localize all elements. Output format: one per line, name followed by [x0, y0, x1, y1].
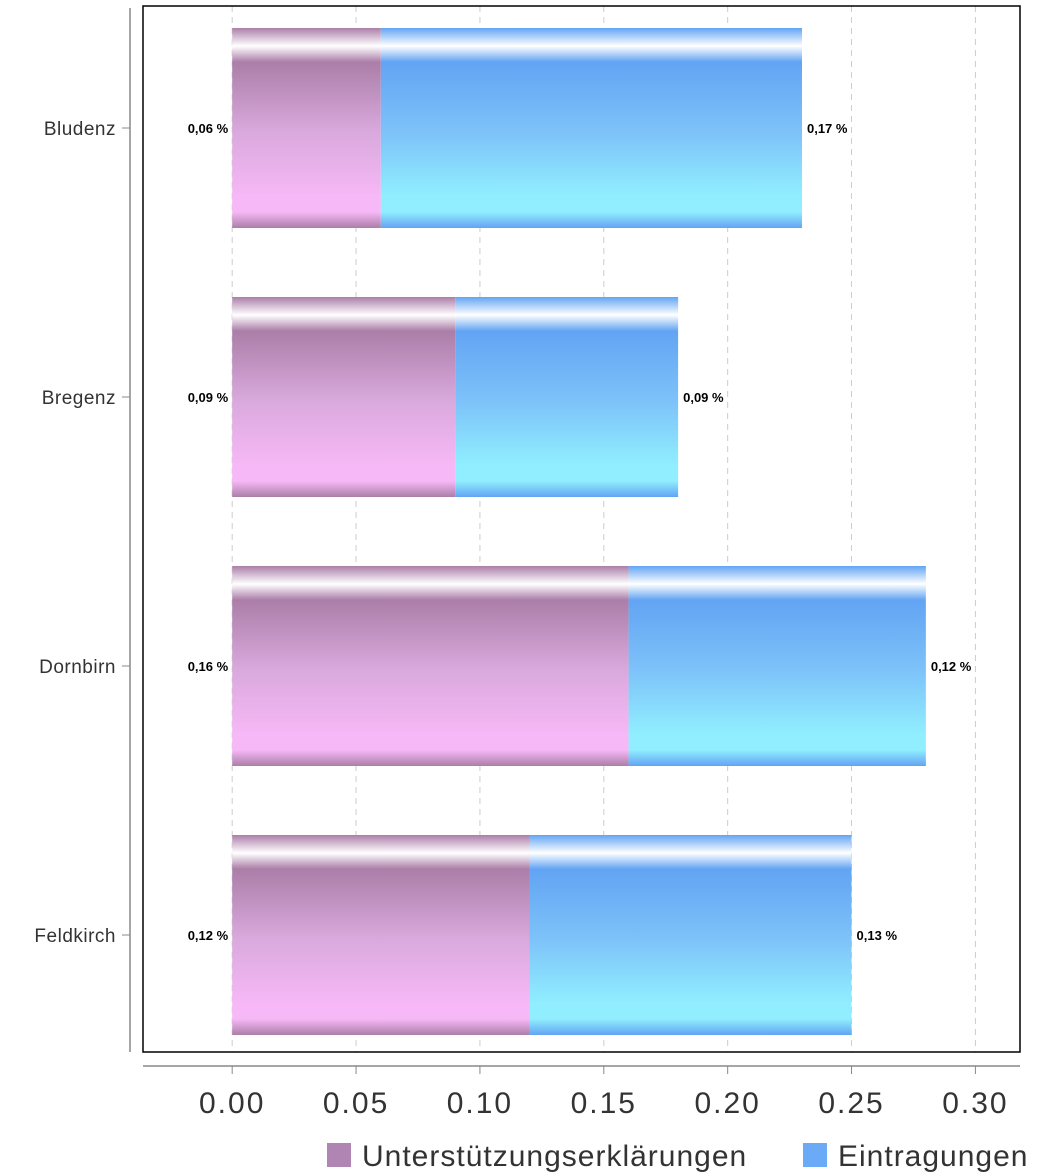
bar-unterstuetzungserklaerungen — [232, 835, 530, 1035]
legend-swatch — [803, 1143, 827, 1167]
category-label: Bludenz — [44, 119, 116, 140]
data-label: 0,17 % — [807, 121, 848, 136]
legend-unterstuetzungserklaerungen: Unterstützungserklärungen — [327, 1140, 747, 1173]
data-label: 0,12 % — [188, 928, 229, 943]
category-label: Dornbirn — [39, 657, 116, 678]
bar-eintragungen — [529, 835, 852, 1035]
data-label: 0,16 % — [188, 659, 229, 674]
x-tick-label: 0.00 — [199, 1087, 265, 1120]
legend-swatch — [327, 1143, 351, 1167]
data-label: 0,12 % — [931, 659, 972, 674]
plot-frame — [142, 5, 1021, 1053]
bar-unterstuetzungserklaerungen — [232, 566, 629, 766]
data-label: 0,09 % — [188, 390, 229, 405]
bar-eintragungen — [455, 297, 679, 497]
data-label: 0,06 % — [188, 121, 229, 136]
x-tick-label: 0.20 — [694, 1087, 760, 1120]
bar-unterstuetzungserklaerungen — [232, 28, 381, 228]
legend-label: Unterstützungserklärungen — [362, 1140, 747, 1173]
x-tick-label: 0.25 — [818, 1087, 884, 1120]
x-tick-label: 0.30 — [942, 1087, 1008, 1120]
data-label: 0,09 % — [683, 390, 724, 405]
x-tick-label: 0.10 — [447, 1087, 513, 1120]
x-tick-label: 0.15 — [571, 1087, 637, 1120]
bar-unterstuetzungserklaerungen — [232, 297, 456, 497]
bar-eintragungen — [628, 566, 926, 766]
category-label: Bregenz — [42, 388, 116, 409]
bar-eintragungen — [380, 28, 802, 228]
legend-label: Eintragungen — [838, 1140, 1028, 1173]
data-label: 0,13 % — [857, 928, 898, 943]
category-label: Feldkirch — [34, 926, 116, 947]
x-tick-label: 0.05 — [323, 1087, 389, 1120]
legend-eintragungen: Eintragungen — [803, 1140, 1028, 1173]
